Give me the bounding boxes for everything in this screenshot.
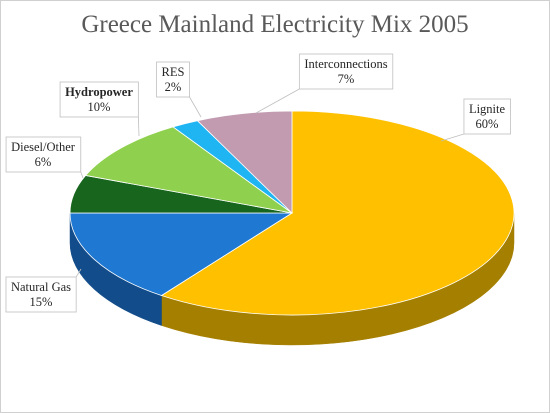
label-hydropower-box — [59, 81, 139, 118]
label-lignite-value: 60% — [476, 117, 499, 131]
pie-slice-hydropower — [84, 126, 293, 214]
leader-line-diesel-other — [80, 171, 84, 179]
label-diesel-other-box — [5, 136, 82, 173]
label-interconnections-box — [298, 53, 394, 90]
label-diesel-other-name: Diesel/Other — [11, 140, 76, 154]
leader-line-hydropower — [137, 116, 140, 137]
chart-title: Greece Mainland Electricity Mix 2005 — [81, 11, 469, 38]
label-res-value: 2% — [165, 80, 182, 94]
label-res-box — [156, 61, 190, 98]
label-lignite-name: Lignite — [469, 102, 506, 116]
label-hydropower-name: Hydropower — [65, 85, 133, 99]
pie-tops — [69, 110, 515, 316]
label-diesel-other-value: 6% — [35, 155, 52, 169]
pie-slice-natural-gas — [69, 212, 294, 296]
label-natural-gas-box — [5, 276, 77, 313]
pie-slice-lignite — [160, 110, 515, 316]
leader-line-natural-gas — [75, 268, 82, 278]
leader-line-res — [189, 96, 202, 118]
label-interconnections-value: 7% — [338, 72, 355, 86]
pie-slice-interconnections — [196, 110, 293, 214]
label-interconnections-name: Interconnections — [304, 57, 387, 71]
label-res-name: RES — [162, 65, 185, 79]
label-natural-gas-name: Natural Gas — [11, 280, 71, 294]
label-hydropower-value: 10% — [88, 100, 111, 114]
label-lignite-box — [463, 98, 511, 135]
leader-line-lignite — [440, 133, 465, 142]
leader-line-interconnections — [255, 88, 300, 114]
label-natural-gas-value: 15% — [30, 295, 53, 309]
